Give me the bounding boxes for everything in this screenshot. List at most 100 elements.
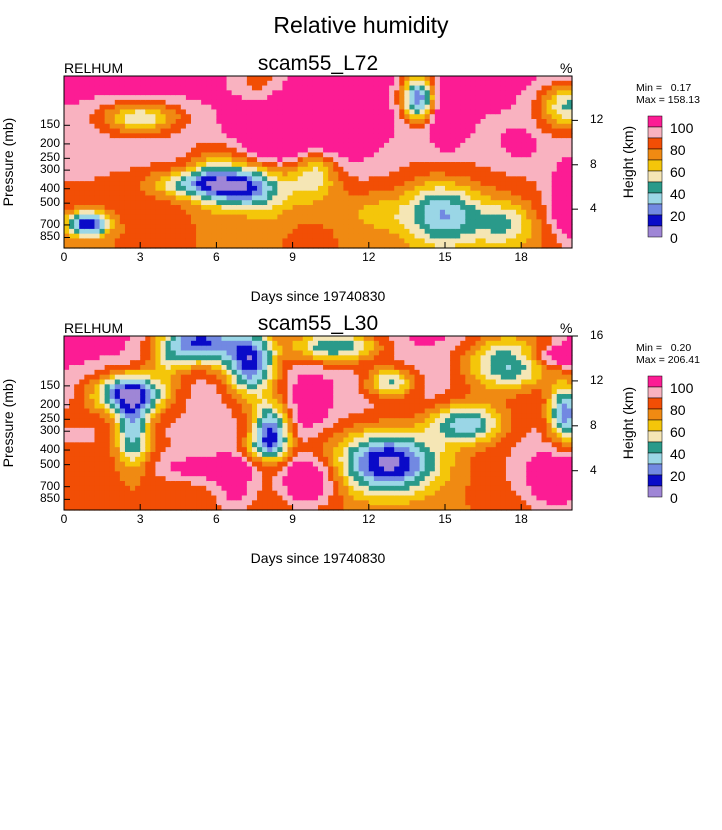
heatmap-cell bbox=[490, 200, 497, 206]
heatmap-cell bbox=[363, 133, 370, 139]
heatmap-cell bbox=[94, 171, 101, 177]
heatmap-cell bbox=[140, 369, 146, 376]
heatmap-cell bbox=[79, 133, 85, 139]
heatmap-cell bbox=[546, 119, 553, 125]
heatmap-cell bbox=[241, 466, 248, 472]
heatmap-cell bbox=[104, 394, 111, 400]
heatmap-cell bbox=[79, 345, 85, 352]
heatmap-cell bbox=[551, 200, 558, 206]
heatmap-cell bbox=[94, 418, 101, 424]
heatmap-cell bbox=[246, 109, 253, 115]
heatmap-cell bbox=[64, 360, 70, 366]
heatmap-cell bbox=[424, 171, 431, 177]
heatmap-cell bbox=[287, 238, 294, 244]
heatmap-cell bbox=[323, 214, 329, 220]
heatmap-cell bbox=[251, 190, 258, 197]
heatmap-cell bbox=[84, 476, 90, 482]
heatmap-cell bbox=[175, 481, 182, 487]
heatmap-cell bbox=[196, 95, 202, 101]
heatmap-cell bbox=[231, 138, 238, 144]
heatmap-cell bbox=[114, 466, 121, 472]
heatmap-cell bbox=[160, 176, 167, 182]
heatmap-cell bbox=[145, 224, 151, 230]
heatmap-cell bbox=[373, 119, 380, 125]
heatmap-cell bbox=[546, 171, 553, 177]
heatmap-cell bbox=[521, 85, 527, 91]
heatmap-cell bbox=[526, 152, 532, 158]
heatmap-cell bbox=[104, 166, 111, 173]
heatmap-cell bbox=[450, 133, 456, 139]
heatmap-cell bbox=[394, 123, 400, 130]
heatmap-cell bbox=[124, 369, 131, 376]
heatmap-cell bbox=[318, 181, 324, 187]
heatmap-cell bbox=[196, 394, 202, 400]
heatmap-cell bbox=[109, 133, 116, 139]
heatmap-cell bbox=[282, 90, 289, 96]
heatmap-cell bbox=[480, 99, 487, 106]
heatmap-cell bbox=[114, 481, 121, 487]
heatmap-cell bbox=[384, 162, 390, 168]
heatmap-cell bbox=[241, 104, 248, 111]
heatmap-cell bbox=[490, 104, 497, 111]
heatmap-cell bbox=[104, 142, 111, 149]
heatmap-cell bbox=[74, 413, 80, 419]
heatmap-cell bbox=[170, 365, 177, 371]
heatmap-cell bbox=[500, 152, 507, 158]
heatmap-cell bbox=[150, 181, 157, 187]
heatmap-cell bbox=[251, 85, 258, 91]
heatmap-cell bbox=[130, 466, 136, 472]
heatmap-cell bbox=[333, 95, 339, 101]
heatmap-cell bbox=[109, 157, 116, 163]
heatmap-cell bbox=[414, 76, 421, 82]
heatmap-cell bbox=[287, 133, 294, 139]
heatmap-cell bbox=[155, 233, 162, 240]
y-tick-label: 700 bbox=[39, 216, 60, 231]
heatmap-cell bbox=[160, 461, 167, 468]
heatmap-cell bbox=[74, 374, 80, 381]
heatmap-cell bbox=[389, 214, 395, 220]
heatmap-cell bbox=[99, 427, 106, 434]
heatmap-cell bbox=[475, 238, 482, 244]
heatmap-cell bbox=[150, 185, 157, 192]
heatmap-cell bbox=[150, 162, 157, 168]
heatmap-cell bbox=[516, 80, 522, 87]
heatmap-cell bbox=[206, 336, 212, 342]
heatmap-cell bbox=[470, 205, 477, 211]
heatmap-cell bbox=[231, 176, 238, 182]
heatmap-cell bbox=[84, 471, 90, 477]
heatmap-cell bbox=[373, 123, 380, 130]
heatmap-cell bbox=[231, 403, 238, 410]
heatmap-cell bbox=[84, 138, 90, 144]
heatmap-cell bbox=[343, 80, 350, 87]
heatmap-cell bbox=[114, 171, 121, 177]
heatmap-cell bbox=[170, 80, 177, 87]
heatmap-cell bbox=[373, 233, 380, 240]
heatmap-cell bbox=[343, 109, 350, 115]
heatmap-cell bbox=[292, 243, 299, 249]
heatmap-cell bbox=[94, 389, 101, 395]
heatmap-cell bbox=[333, 195, 339, 201]
heatmap-cell bbox=[277, 209, 284, 216]
heatmap-cell bbox=[180, 99, 187, 106]
heatmap-cell bbox=[170, 408, 177, 414]
heatmap-cell bbox=[226, 340, 233, 347]
heatmap-cell bbox=[231, 365, 238, 371]
heatmap-cell bbox=[175, 138, 182, 144]
heatmap-cell bbox=[74, 214, 80, 220]
heatmap-cell bbox=[119, 495, 126, 501]
heatmap-cell bbox=[104, 418, 111, 424]
heatmap-cell bbox=[399, 104, 405, 111]
heatmap-cell bbox=[485, 176, 492, 182]
heatmap-cell bbox=[246, 360, 253, 366]
heatmap-cell bbox=[226, 133, 233, 139]
heatmap-cell bbox=[511, 176, 517, 182]
heatmap-cell bbox=[79, 408, 85, 414]
heatmap-cell bbox=[505, 104, 512, 111]
heatmap-cell bbox=[536, 176, 543, 182]
heatmap-cell bbox=[536, 85, 543, 91]
heatmap-cell bbox=[439, 76, 446, 82]
heatmap-cell bbox=[216, 437, 223, 443]
heatmap-cell bbox=[231, 142, 238, 149]
heatmap-cell bbox=[353, 166, 360, 173]
heatmap-cell bbox=[64, 233, 70, 240]
